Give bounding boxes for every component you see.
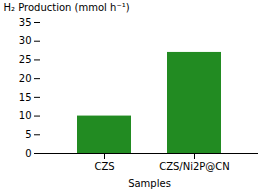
svg-text:20: 20	[19, 73, 32, 84]
svg-text:H₂ Production (mmol h⁻¹): H₂ Production (mmol h⁻¹)	[4, 2, 130, 13]
svg-text:CZS/Ni2P@CN: CZS/Ni2P@CN	[159, 161, 230, 172]
svg-text:5: 5	[25, 129, 31, 140]
svg-text:35: 35	[19, 17, 32, 28]
svg-text:25: 25	[19, 54, 32, 65]
svg-text:CZS: CZS	[94, 161, 114, 172]
svg-text:15: 15	[19, 92, 32, 103]
svg-text:Samples: Samples	[128, 178, 171, 189]
svg-text:0: 0	[25, 148, 31, 159]
svg-text:30: 30	[19, 35, 32, 46]
svg-text:10: 10	[19, 110, 32, 121]
